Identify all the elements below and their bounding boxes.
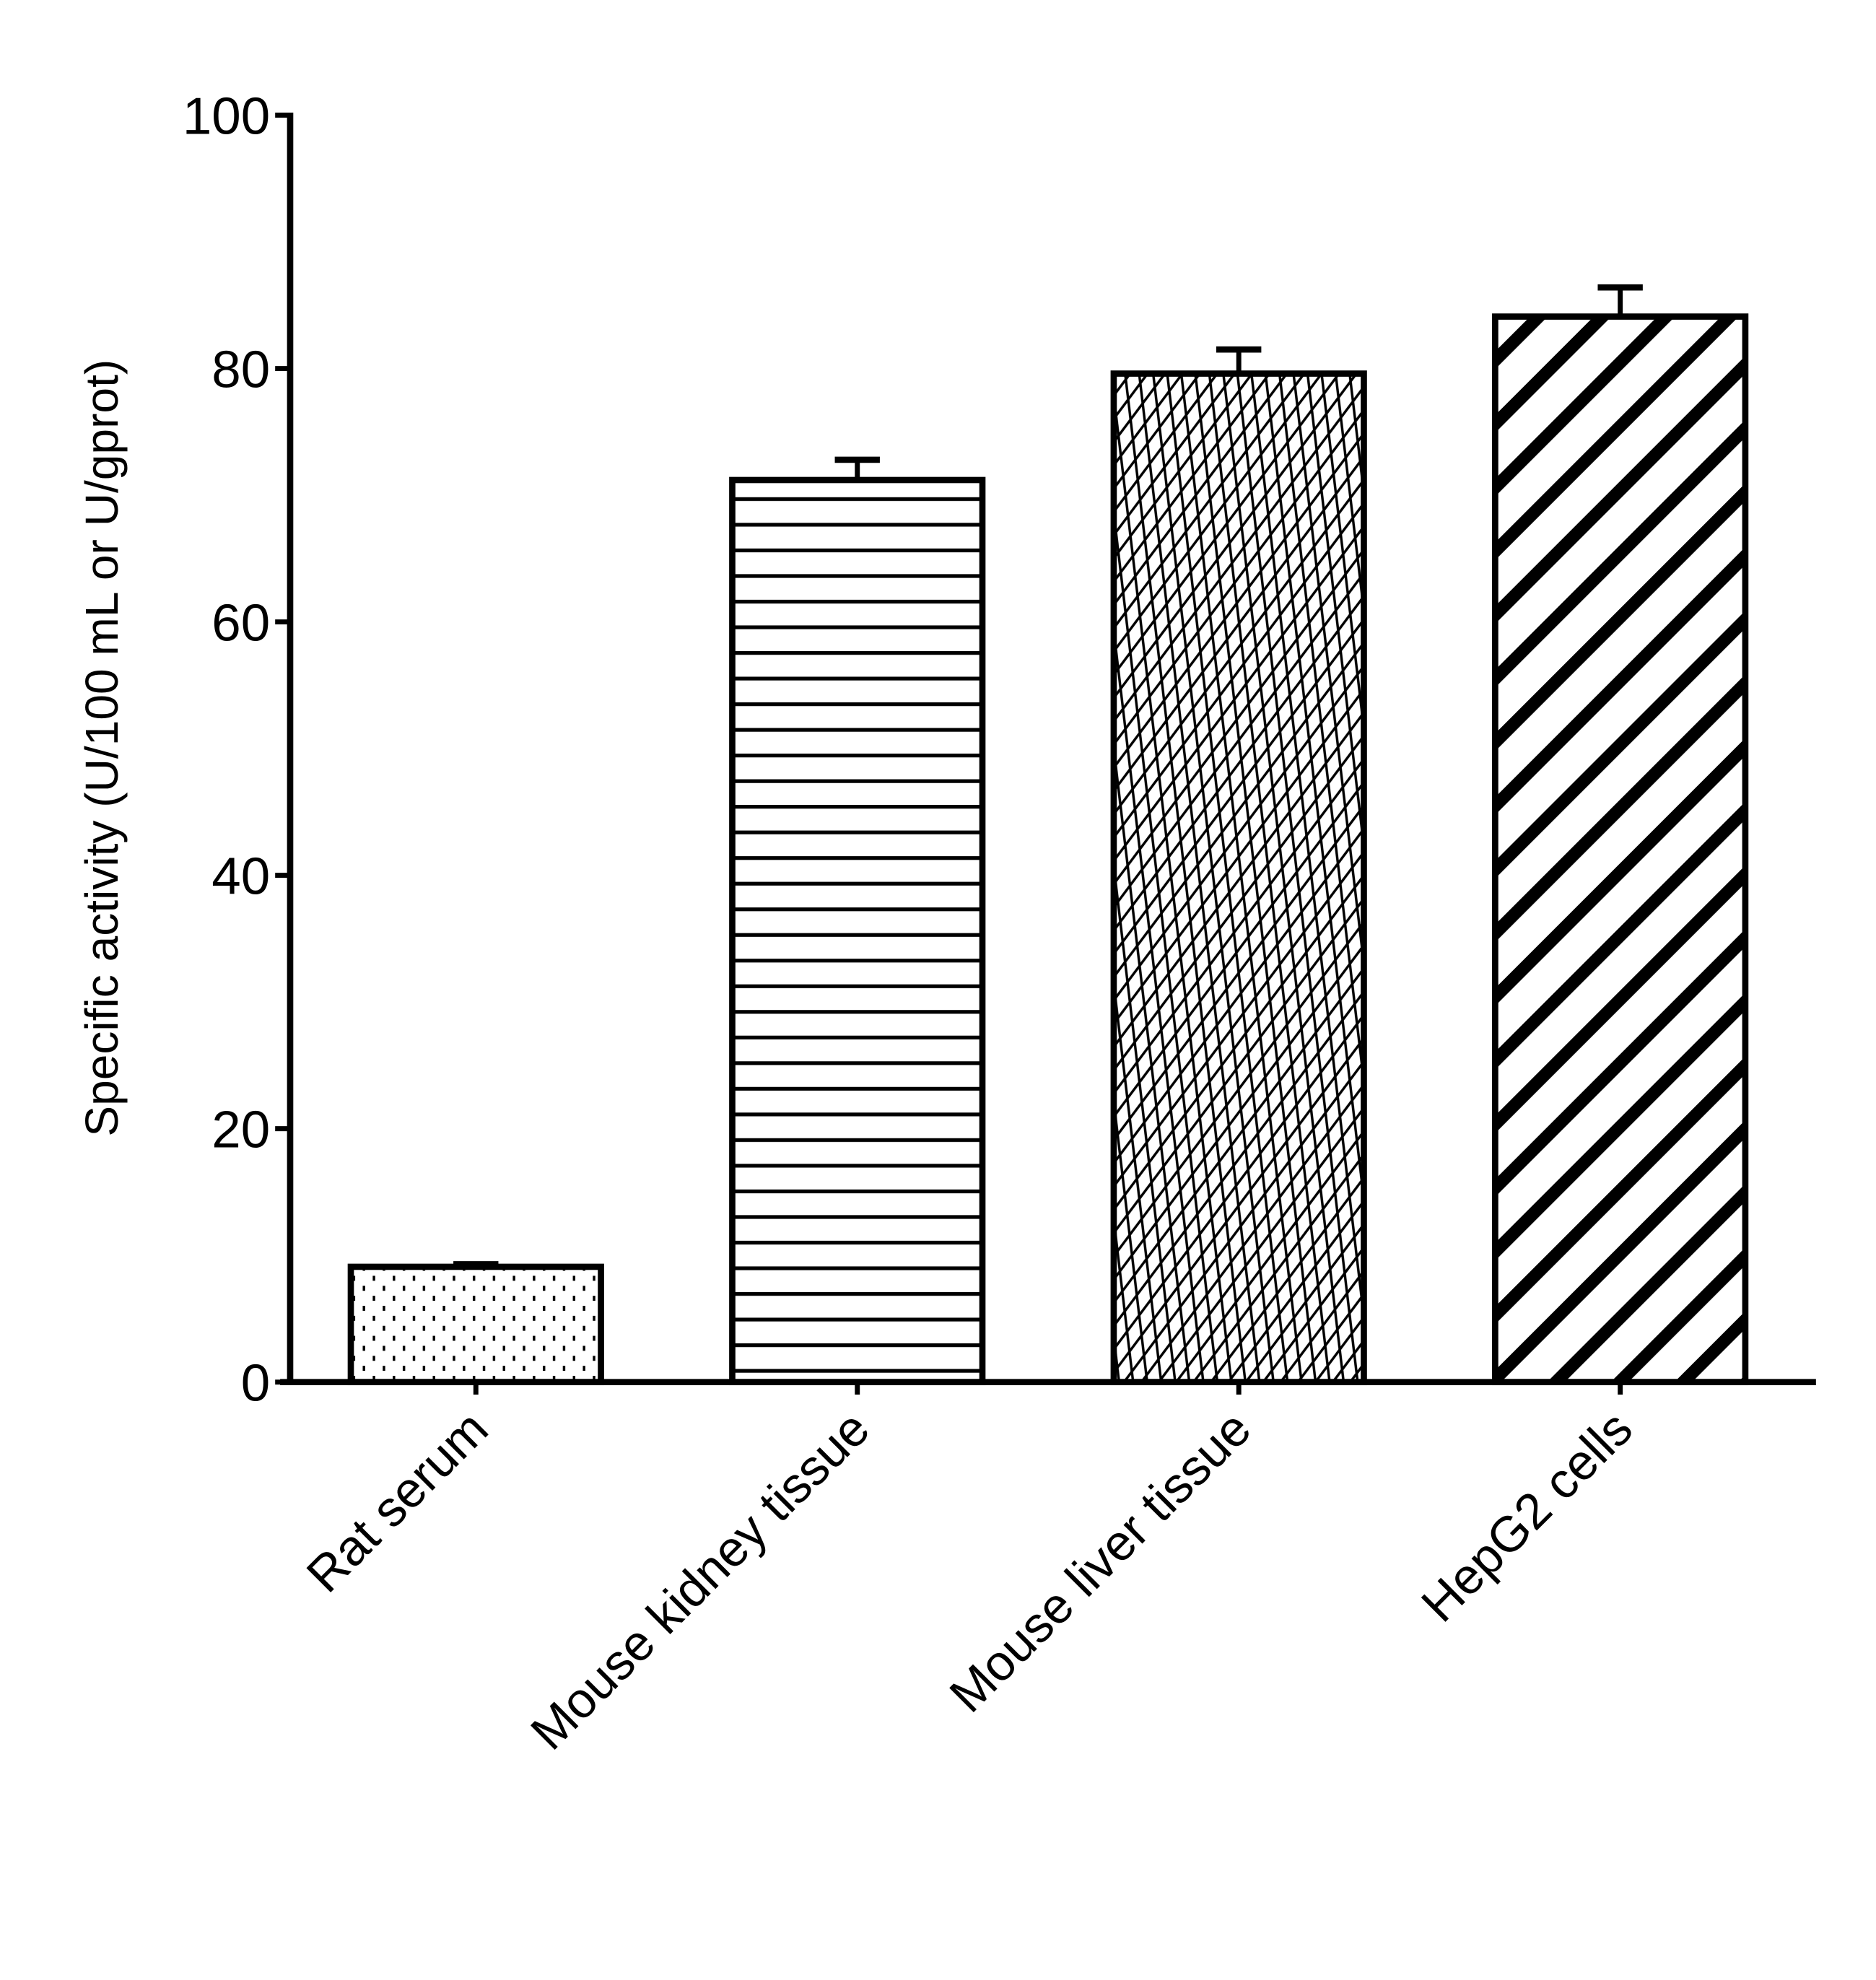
y-axis-label: Specific activity (U/100 mL or U/gprot)	[76, 359, 128, 1137]
bar-2	[1110, 370, 1367, 1386]
bar-3	[1492, 313, 1749, 1386]
y-tick-label: 40	[211, 847, 270, 906]
bar-1	[729, 476, 986, 1386]
x-tick-label: Mouse liver tissue	[938, 1400, 1261, 1722]
bar-0	[347, 1263, 604, 1386]
x-tick-label: Rat serum	[296, 1400, 499, 1602]
y-tick-label: 20	[211, 1101, 270, 1159]
y-tick-label: 80	[211, 341, 270, 399]
x-tick-label: Mouse kidney tissue	[520, 1400, 880, 1760]
y-tick-label: 100	[183, 87, 270, 145]
y-tick-label: 0	[241, 1354, 270, 1413]
y-tick-label: 60	[211, 594, 270, 653]
x-tick-label: HepG2 cells	[1410, 1400, 1643, 1632]
